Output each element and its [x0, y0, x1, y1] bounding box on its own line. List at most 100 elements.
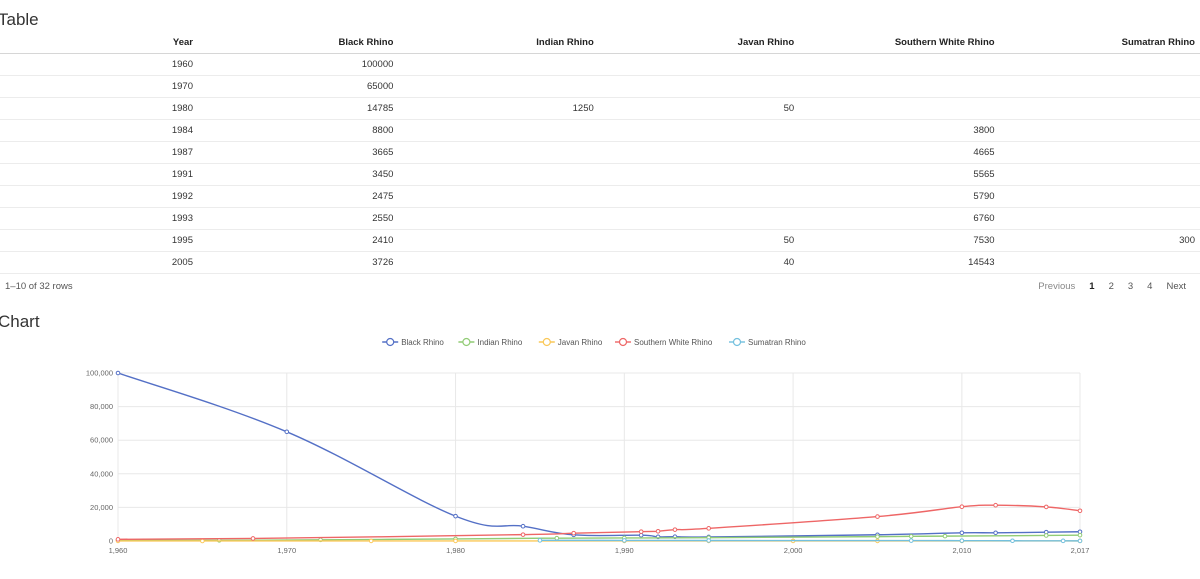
table-row: 1992 2475 5790: [0, 185, 1200, 208]
table-cell: 1984: [0, 119, 198, 142]
table-cell: 5565: [799, 163, 1000, 186]
pagination-page-1[interactable]: 1: [1089, 281, 1095, 292]
table-cell: 1250: [398, 97, 599, 120]
data-point-southern-white-rhino: [655, 528, 661, 534]
table-cell: 1991: [0, 163, 198, 186]
table-cell: 7530: [799, 229, 1000, 252]
legend-label-sumatran-rhino[interactable]: Sumatran Rhino: [748, 338, 806, 347]
data-point-javan-rhino: [453, 538, 458, 544]
legend-marker-black-rhino: [386, 337, 395, 347]
data-point-sumatran-rhino: [706, 538, 712, 543]
table-row: 1987 3665 4665: [0, 141, 1200, 164]
legend-label-javan-rhino[interactable]: Javan Rhino: [558, 338, 603, 347]
pagination-previous-button[interactable]: Previous: [1038, 281, 1076, 292]
data-point-black-rhino: [959, 530, 965, 536]
pagination-page-4[interactable]: 4: [1147, 281, 1153, 292]
data-point-indian-rhino: [908, 533, 914, 539]
data-point-sumatran-rhino: [1060, 538, 1066, 544]
x-tick-label: 1,970: [277, 546, 296, 555]
table-cell: [999, 97, 1200, 120]
table-cell: [398, 207, 599, 230]
pagination-page-2[interactable]: 2: [1108, 281, 1114, 292]
data-point-sumatran-rhino: [1077, 538, 1083, 544]
table-cell: 6760: [799, 207, 1000, 230]
y-tick-label: 60,000: [90, 436, 113, 445]
series-line-southern-white-rhino: [117, 504, 1081, 541]
legend-label-indian-rhino[interactable]: Indian Rhino: [477, 338, 522, 347]
column-header-southern-white-rhino[interactable]: Southern White Rhino: [799, 32, 1000, 54]
table-cell: [598, 185, 800, 208]
table-cell: [398, 141, 599, 164]
legend-marker-sumatran-rhino: [732, 337, 742, 347]
data-point-southern-white-rhino: [1043, 504, 1049, 510]
data-point-black-rhino: [115, 370, 121, 376]
table-cell: [999, 53, 1200, 76]
table-cell: [598, 75, 800, 98]
table-cell: 14543: [799, 251, 1000, 274]
data-point-southern-white-rhino: [706, 526, 712, 531]
chart-section-title: Chart: [0, 312, 40, 331]
column-header-javan-rhino[interactable]: Javan Rhino: [598, 32, 800, 54]
data-point-indian-rhino: [554, 535, 560, 541]
pagination: Previous 1 2 3 4 Next: [1024, 281, 1186, 292]
table-cell: 40: [598, 251, 800, 274]
column-header-black-rhino[interactable]: Black Rhino: [198, 32, 399, 54]
data-point-southern-white-rhino: [875, 514, 880, 519]
legend-label-southern-white-rhino[interactable]: Southern White Rhino: [634, 338, 713, 347]
y-tick-label: 0: [109, 537, 113, 546]
table-cell: 3800: [799, 119, 1000, 142]
data-point-black-rhino: [993, 530, 998, 536]
column-header-sumatran-rhino[interactable]: Sumatran Rhino: [999, 32, 1200, 54]
data-point-southern-white-rhino: [520, 532, 526, 537]
table-cell: 1980: [0, 97, 198, 120]
data-point-southern-white-rhino: [571, 530, 576, 536]
x-tick-label: 1,980: [446, 546, 465, 555]
data-point-southern-white-rhino: [959, 504, 965, 510]
column-header-indian-rhino[interactable]: Indian Rhino: [398, 32, 599, 54]
column-header-year[interactable]: Year: [0, 32, 198, 54]
table-cell: 1995: [0, 229, 198, 252]
table-cell: 100000: [198, 53, 399, 76]
table-cell: 1987: [0, 141, 198, 164]
table-cell: [398, 53, 599, 76]
data-point-southern-white-rhino: [1077, 508, 1083, 514]
table-row: 1991 3450 5565: [0, 163, 1200, 186]
data-point-sumatran-rhino: [622, 538, 627, 543]
data-point-black-rhino: [520, 523, 526, 529]
data-point-indian-rhino: [1077, 532, 1083, 538]
table-cell: [799, 53, 1000, 76]
data-point-southern-white-rhino: [993, 502, 998, 508]
table-cell: 2550: [198, 207, 399, 230]
table-row: 1980 14785 1250 50: [0, 97, 1200, 120]
table-cell: 14785: [198, 97, 399, 120]
y-tick-label: 40,000: [90, 469, 113, 478]
data-point-sumatran-rhino: [1010, 538, 1015, 544]
table-cell: 50: [598, 97, 800, 120]
table-cell: [999, 251, 1200, 274]
table-row: 2005 3726 40 14543: [0, 251, 1200, 274]
table-cell: 50: [598, 229, 800, 252]
y-tick-label: 100,000: [86, 369, 113, 378]
data-point-sumatran-rhino: [959, 538, 965, 543]
table-row: 1984 8800 3800: [0, 119, 1200, 142]
pagination-page-3[interactable]: 3: [1127, 281, 1134, 292]
x-tick-label: 2,000: [784, 546, 803, 555]
data-point-javan-rhino: [368, 538, 374, 544]
x-tick-label: 1,990: [615, 546, 634, 555]
data-point-indian-rhino: [875, 534, 880, 539]
line-chart: 0 20,000 40,000 60,000 80,000 100,000 1,960 1,9…: [86, 337, 1089, 555]
legend-marker-southern-white-rhino: [618, 337, 628, 347]
x-tick-label: 2,010: [952, 546, 971, 555]
table-cell: 5790: [799, 185, 1000, 208]
table-cell: 2475: [198, 185, 399, 208]
table-cell: [999, 75, 1200, 98]
data-point-southern-white-rhino: [672, 527, 678, 532]
data-point-black-rhino: [284, 429, 290, 435]
table-cell: [999, 207, 1200, 230]
table-row: 1993 2550 6760: [0, 207, 1200, 230]
table-cell: [598, 163, 800, 186]
table-cell: 4665: [799, 141, 1000, 164]
pagination-next-button[interactable]: Next: [1166, 281, 1186, 292]
data-point-southern-white-rhino: [250, 536, 256, 541]
legend-label-black-rhino[interactable]: Black Rhino: [401, 338, 444, 347]
